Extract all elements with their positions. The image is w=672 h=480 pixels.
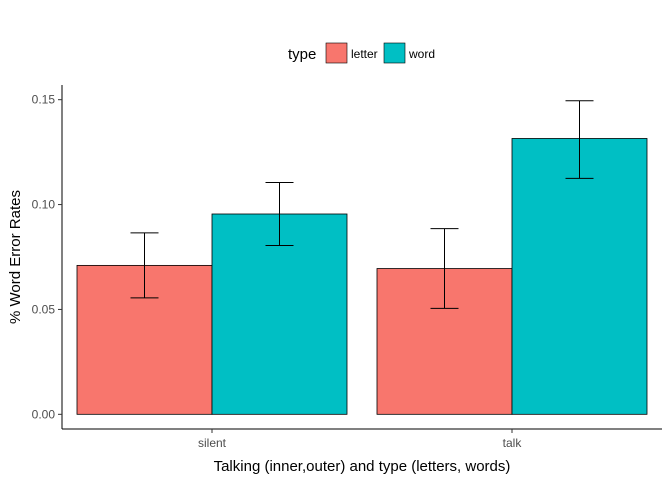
error-bar-silent-letter [130, 232, 159, 299]
y-tick-label: 0.05 [32, 302, 56, 316]
bar-talk-word [511, 138, 648, 415]
y-axis-ticks: 0.00 0.05 0.10 0.15 [32, 93, 62, 421]
legend-key-letter [325, 42, 348, 64]
legend-key-word [383, 42, 406, 64]
x-tick-label: talk [503, 436, 523, 450]
legend-title: type [288, 46, 316, 63]
y-tick-label: 0.10 [32, 198, 56, 212]
legend-label-word: word [408, 47, 435, 61]
y-axis-title: % Word Error Rates [7, 190, 24, 324]
error-bars [130, 100, 594, 309]
error-bar-talk-word [565, 100, 594, 179]
x-tick-label: silent [198, 436, 227, 450]
x-axis-ticks: silent talk [198, 429, 522, 450]
y-tick-label: 0.15 [32, 93, 56, 107]
legend: type letter word [288, 42, 435, 64]
bar-silent-word [211, 213, 348, 415]
y-tick-label: 0.00 [32, 407, 56, 421]
legend-label-letter: letter [351, 47, 378, 61]
x-axis-title: Talking (inner,outer) and type (letters,… [214, 458, 511, 475]
bars [76, 138, 648, 415]
error-bar-silent-word [265, 182, 294, 246]
error-bar-talk-letter [430, 228, 459, 309]
